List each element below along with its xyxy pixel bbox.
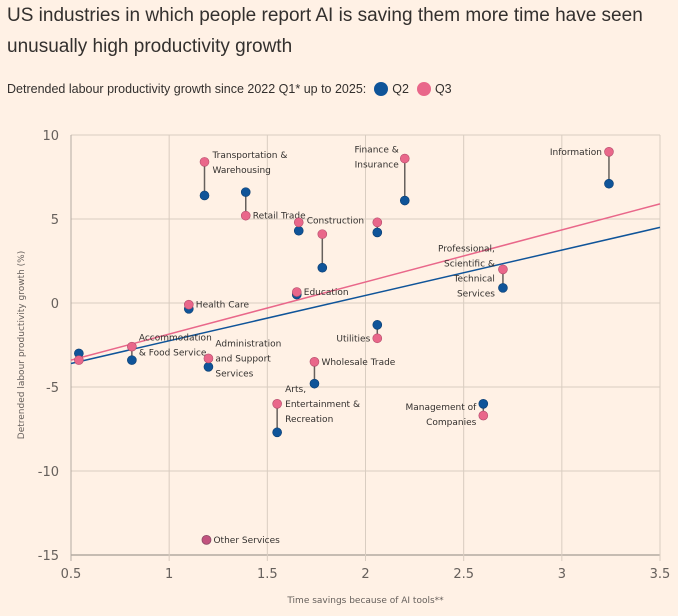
point-label: Accommodation & Food Service — [139, 334, 212, 359]
point-q2 — [372, 320, 383, 330]
point-q3 — [127, 341, 137, 352]
point-q3 — [184, 299, 194, 310]
point-label: Utilities — [336, 334, 370, 344]
point-q3 — [203, 353, 214, 364]
point-q2 — [478, 398, 489, 409]
point-label: Management of Companies — [405, 403, 477, 428]
point-label: Information — [550, 148, 602, 158]
point-q2 — [498, 283, 508, 293]
legend: Detrended labour productivity growth sin… — [7, 82, 452, 96]
point-q3 — [372, 333, 383, 344]
point-q2 — [293, 225, 304, 236]
point-q2 — [604, 178, 614, 189]
trendline-q2 — [70, 226, 661, 365]
x-tick-label: 1 — [165, 567, 173, 582]
point-label: Professional, Scientific & Technical Servic… — [438, 244, 495, 299]
x-tick-label: 2 — [361, 567, 369, 582]
point-q2 — [199, 190, 210, 201]
x-tick-label: 2.5 — [453, 567, 474, 582]
point-q3 — [199, 157, 210, 167]
point-q3 — [604, 147, 614, 157]
point-q3 — [317, 229, 328, 239]
point-label: Arts, Entertainment & Recreation — [285, 385, 360, 425]
legend-swatch-q2 — [374, 82, 389, 96]
trendline-q3 — [70, 203, 661, 361]
point-q3 — [478, 410, 489, 421]
point-q3 — [399, 153, 410, 164]
point-q3 — [372, 217, 383, 228]
point-label: Other Services — [213, 536, 280, 546]
point-label: Transportation & Warehousing — [212, 151, 288, 176]
y-tick-label: -10 — [38, 465, 59, 480]
point-q3 — [498, 264, 508, 275]
point-q2 — [399, 195, 410, 206]
x-tick-label: 0.5 — [61, 567, 82, 582]
legend-label-q3: Q3 — [434, 82, 452, 96]
x-tick-label: 3 — [558, 567, 566, 582]
point-q3 — [291, 287, 302, 297]
y-axis-label: Detrended labour productivity growth (%) — [17, 251, 27, 439]
y-tick-label: 5 — [51, 213, 59, 228]
legend-subtitle: Detrended labour productivity growth sin… — [7, 82, 367, 96]
point-q2 — [372, 227, 383, 238]
y-tick-label: 0 — [51, 297, 59, 312]
point-q2 — [127, 355, 137, 365]
point-label: Retail Trade — [253, 212, 306, 222]
x-tick-label: 3.5 — [650, 567, 671, 582]
point-q3 — [240, 210, 251, 221]
legend-swatch-q3 — [416, 82, 431, 96]
x-axis-label: Time savings because of AI tools** — [286, 596, 444, 606]
y-tick-label: -5 — [46, 381, 59, 396]
point-label: Wholesale Trade — [321, 358, 395, 368]
point-q2 — [309, 378, 320, 389]
legend-label-q2: Q2 — [392, 82, 409, 96]
y-tick-label: 10 — [42, 129, 59, 144]
point-q3 — [293, 217, 304, 228]
point-q3 — [309, 356, 320, 367]
x-tick-label: 1.5 — [257, 567, 278, 582]
point-label: Administration and Support Services — [215, 339, 281, 379]
point-q2 — [203, 362, 214, 372]
chart-title: US industries in which people report AI … — [7, 5, 643, 57]
point-label: Construction — [307, 216, 364, 226]
point-q2 — [317, 262, 328, 273]
y-tick-label: -15 — [38, 549, 59, 564]
point-q3 — [201, 534, 212, 545]
point-q3 — [272, 398, 282, 409]
point-label: Finance & Insurance — [354, 146, 399, 171]
point-label: Education — [304, 288, 349, 298]
point-q2 — [240, 187, 251, 197]
point-q2 — [272, 427, 282, 438]
point-label: Health Care — [196, 301, 250, 311]
point-q3 — [74, 355, 84, 365]
